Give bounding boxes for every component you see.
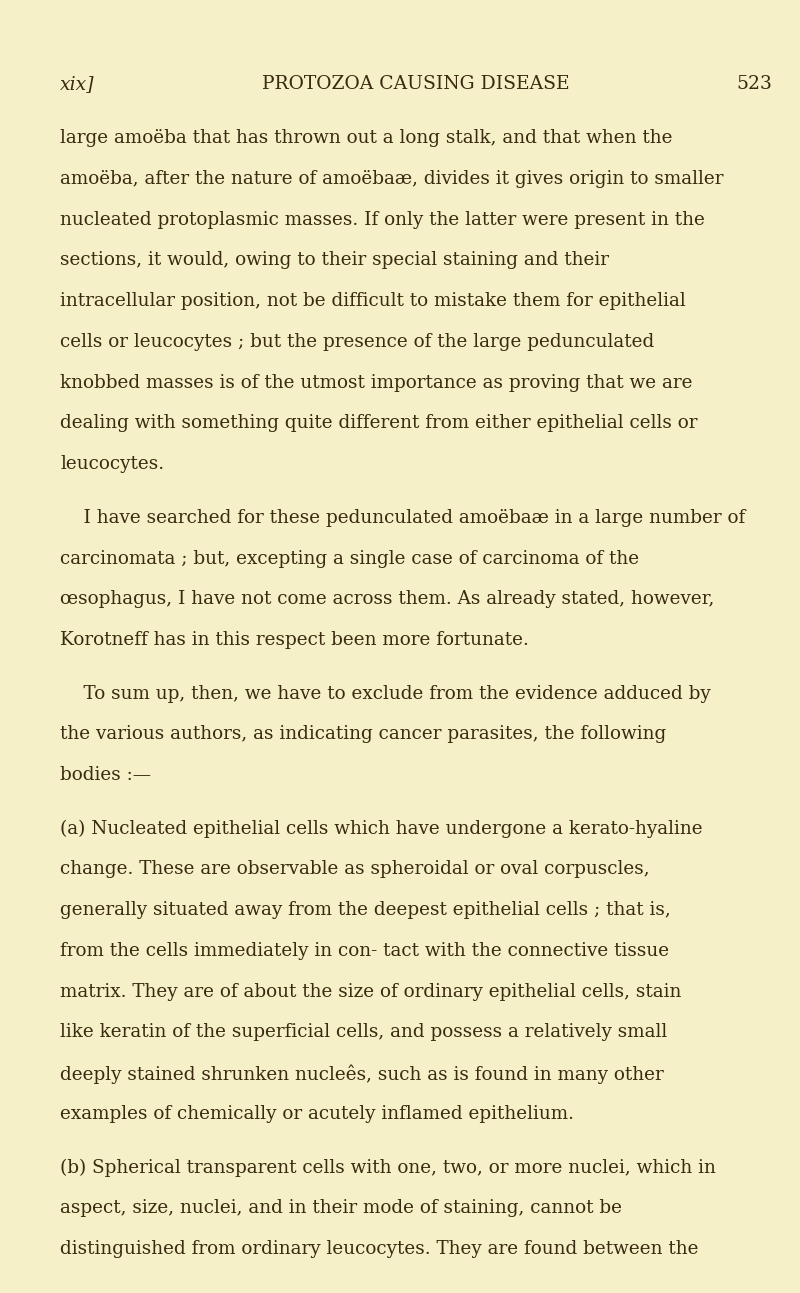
Text: (a) Nucleated epithelial cells which have undergone a kerato-hyaline: (a) Nucleated epithelial cells which hav…	[60, 820, 702, 838]
Text: Korotneff has in this respect been more fortunate.: Korotneff has in this respect been more …	[60, 631, 529, 649]
Text: knobbed masses is of the utmost importance as proving that we are: knobbed masses is of the utmost importan…	[60, 374, 693, 392]
Text: examples of chemically or acutely inflamed epithelium.: examples of chemically or acutely inflam…	[60, 1104, 574, 1122]
Text: large amoëba that has thrown out a long stalk, and that when the: large amoëba that has thrown out a long …	[60, 129, 673, 147]
Text: 523: 523	[736, 75, 772, 93]
Text: generally situated away from the deepest epithelial cells ; that is,: generally situated away from the deepest…	[60, 901, 670, 919]
Text: nucleated protoplasmic masses. If only the latter were present in the: nucleated protoplasmic masses. If only t…	[60, 211, 705, 229]
Text: cells or leucocytes ; but the presence of the large pedunculated: cells or leucocytes ; but the presence o…	[60, 332, 654, 350]
Text: PROTOZOA CAUSING DISEASE: PROTOZOA CAUSING DISEASE	[262, 75, 570, 93]
Text: the various authors, as indicating cancer parasites, the following: the various authors, as indicating cance…	[60, 725, 666, 743]
Text: leucocytes.: leucocytes.	[60, 455, 164, 473]
Text: change. These are observable as spheroidal or oval corpuscles,: change. These are observable as spheroid…	[60, 860, 650, 878]
Text: amoëba, after the nature of amoëbaæ, divides it gives origin to smaller: amoëba, after the nature of amoëbaæ, div…	[60, 169, 723, 187]
Text: xix]: xix]	[60, 75, 94, 93]
Text: I have searched for these pedunculated amoëbaæ in a large number of: I have searched for these pedunculated a…	[60, 508, 746, 526]
Text: sections, it would, owing to their special staining and their: sections, it would, owing to their speci…	[60, 251, 609, 269]
Text: carcinomata ; but, excepting a single case of carcinoma of the: carcinomata ; but, excepting a single ca…	[60, 550, 639, 568]
Text: œsophagus, I have not come across them. As already stated, however,: œsophagus, I have not come across them. …	[60, 590, 714, 608]
Text: distinguished from ordinary leucocytes. They are found between the: distinguished from ordinary leucocytes. …	[60, 1240, 698, 1258]
Text: deeply stained shrunken nucleês, such as is found in many other: deeply stained shrunken nucleês, such as…	[60, 1064, 664, 1084]
Text: from the cells immediately in con- tact with the connective tissue: from the cells immediately in con- tact …	[60, 941, 669, 959]
Text: matrix. They are of about the size of ordinary epithelial cells, stain: matrix. They are of about the size of or…	[60, 983, 682, 1001]
Text: bodies :—: bodies :—	[60, 765, 151, 784]
Text: dealing with something quite different from either epithelial cells or: dealing with something quite different f…	[60, 414, 698, 432]
Text: aspect, size, nuclei, and in their mode of staining, cannot be: aspect, size, nuclei, and in their mode …	[60, 1199, 622, 1217]
Text: like keratin of the superficial cells, and possess a relatively small: like keratin of the superficial cells, a…	[60, 1023, 667, 1041]
Text: (b) Spherical transparent cells with one, two, or more nuclei, which in: (b) Spherical transparent cells with one…	[60, 1159, 716, 1177]
Text: To sum up, then, we have to exclude from the evidence adduced by: To sum up, then, we have to exclude from…	[60, 684, 710, 702]
Text: intracellular position, not be difficult to mistake them for epithelial: intracellular position, not be difficult…	[60, 292, 686, 310]
